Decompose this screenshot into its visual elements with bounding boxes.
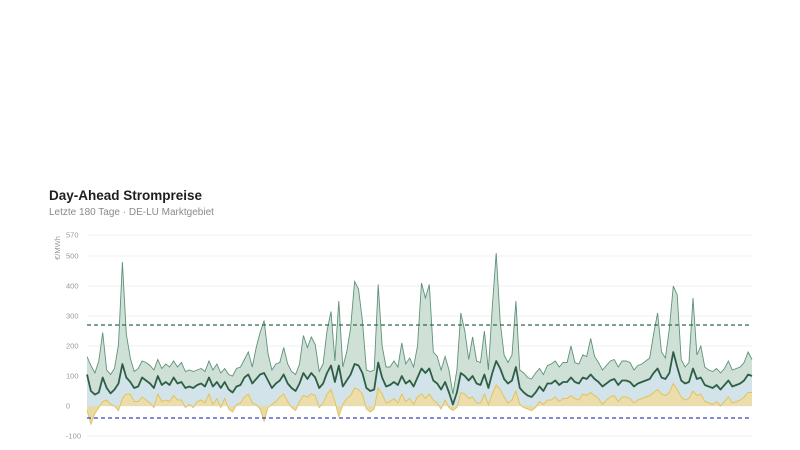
y-tick-200: 200: [66, 342, 79, 351]
max-series-line: [86, 252, 753, 395]
min-series-line: [86, 382, 752, 426]
series-areas: [86, 252, 753, 426]
max-band-area: [87, 253, 752, 405]
y-tick-0: 0: [66, 402, 70, 411]
y-axis: €/MWh -100 0 100 200 300 400 500 570: [53, 231, 81, 441]
mid-band-area: [87, 352, 752, 424]
y-tick-100: 100: [66, 372, 79, 381]
y-tick-500: 500: [66, 252, 79, 261]
y-tick-570: 570: [66, 231, 79, 240]
chart-title: Day-Ahead Strompreise: [49, 188, 203, 203]
y-tick--100: -100: [66, 432, 81, 441]
y-tick-400: 400: [66, 282, 79, 291]
y-axis-label: €/MWh: [53, 236, 62, 260]
reference-lines: [87, 324, 752, 419]
avg-series-line: [86, 351, 753, 406]
y-tick-300: 300: [66, 312, 79, 321]
chart-subtitle: Letzte 180 Tage · DE-LU Marktgebiet: [49, 207, 214, 218]
min-series-area: [87, 383, 752, 424]
